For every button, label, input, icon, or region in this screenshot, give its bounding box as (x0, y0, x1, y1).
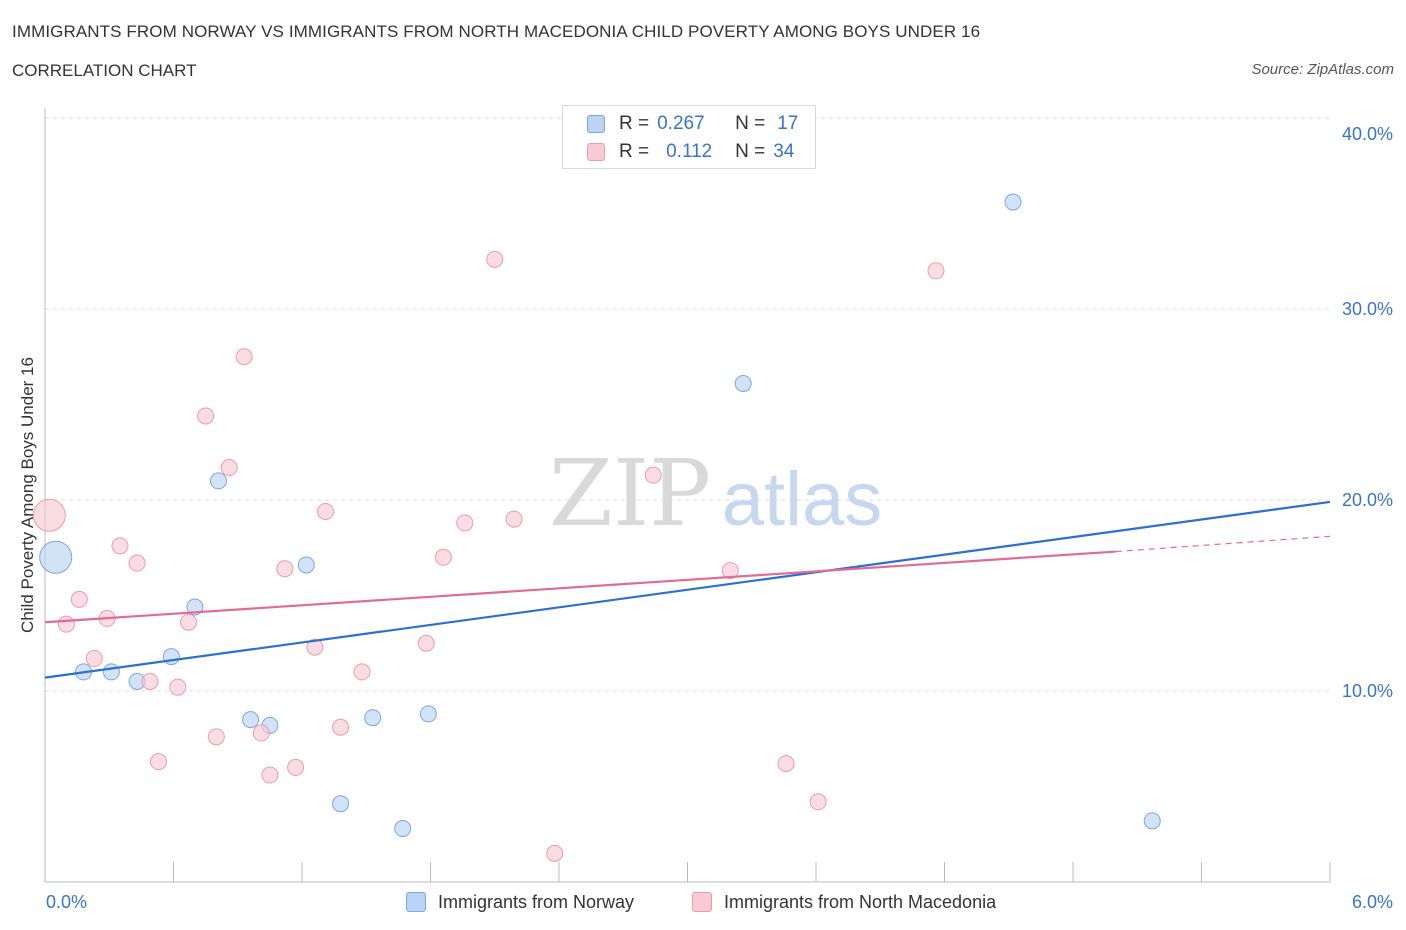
macedonia-point (70, 590, 88, 608)
y-tick-label: 20.0% (1342, 490, 1393, 510)
macedonia-point (434, 548, 452, 566)
macedonia-point (276, 560, 294, 578)
norway-point (1004, 193, 1022, 211)
macedonia-swatch (587, 143, 605, 161)
chart-title: IMMIGRANTS FROM NORWAY VS IMMIGRANTS FRO… (12, 22, 981, 41)
macedonia-point (261, 766, 279, 784)
macedonia-point (220, 459, 238, 477)
legend-n-value: 17 (777, 113, 799, 134)
norway-point (419, 705, 437, 723)
macedonia-trend-extension (1115, 535, 1331, 553)
correlation-legend: R = 0.267 N = 17 R = 0.112 N = 34 (562, 105, 816, 169)
macedonia-point (169, 678, 187, 696)
macedonia-point (809, 793, 827, 811)
macedonia-point (57, 615, 75, 633)
bottom-legend-macedonia: Immigrants from North Macedonia (692, 888, 996, 916)
legend-row-macedonia: R = 0.112 N = 34 (587, 141, 794, 163)
macedonia-point (353, 663, 371, 681)
norway-point (242, 711, 260, 729)
macedonia-point (252, 724, 270, 742)
macedonia-point (207, 728, 225, 746)
norway-point (394, 820, 412, 838)
macedonia-point (456, 514, 474, 532)
macedonia-point (332, 718, 350, 736)
macedonia-trend-line (44, 550, 1116, 624)
macedonia-point (85, 650, 103, 668)
legend-n-label: N = (735, 141, 766, 162)
macedonia-point (927, 262, 945, 280)
bottom-legend-norway: Immigrants from Norway (406, 888, 634, 916)
macedonia-point (32, 498, 66, 532)
macedonia-point (317, 502, 335, 520)
macedonia-point (505, 510, 523, 528)
y-tick-label: 30.0% (1342, 299, 1393, 319)
macedonia-point (287, 758, 305, 776)
norway-point (734, 374, 752, 392)
legend-r-value: 0.112 (666, 141, 713, 162)
axes (44, 108, 1331, 883)
macedonia-point (644, 466, 662, 484)
norway-point (102, 663, 120, 681)
watermark-zip: ZIP (549, 440, 711, 547)
trend-lines (44, 500, 1331, 679)
norway-swatch (587, 115, 605, 133)
legend-r-label: R = (619, 141, 650, 162)
macedonia-point (141, 672, 159, 690)
macedonia-point (777, 755, 795, 773)
norway-legend-label: Immigrants from Norway (438, 891, 635, 912)
macedonia-point (179, 613, 197, 631)
macedonia-point (546, 844, 564, 862)
y-tick-label: 10.0% (1342, 681, 1393, 701)
norway-point (209, 472, 227, 490)
norway-trend-line (44, 500, 1331, 679)
y-tick-label: 40.0% (1342, 124, 1393, 144)
legend-r-value: 0.267 (657, 113, 705, 134)
legend-row-norway: R = 0.267 N = 17 (587, 113, 798, 135)
macedonia-point (721, 562, 739, 580)
source-label: Source: ZipAtlas.com (1251, 61, 1394, 78)
macedonia-point (417, 634, 435, 652)
watermark-atlas: atlas (722, 457, 883, 542)
norway-point (39, 540, 73, 574)
norway-point (297, 556, 315, 574)
macedonia-legend-label: Immigrants from North Macedonia (724, 891, 997, 912)
legend-n-value: 34 (773, 141, 795, 162)
macedonia-point (235, 348, 253, 366)
macedonia-point (486, 250, 504, 268)
chart-subtitle: CORRELATION CHART (12, 61, 197, 80)
macedonia-point (128, 554, 146, 572)
norway-point (1143, 812, 1161, 830)
x-tick-label: 0.0% (46, 892, 87, 912)
norway-swatch (406, 892, 426, 912)
macedonia-point (111, 537, 129, 555)
norway-point (186, 598, 204, 616)
legend-n-label: N = (735, 113, 766, 134)
y-axis-label: Child Poverty Among Boys Under 16 (18, 357, 37, 633)
macedonia-swatch (692, 892, 712, 912)
norway-point (332, 795, 350, 813)
x-tick-label: 6.0% (1352, 892, 1393, 912)
gridlines (45, 117, 1330, 692)
macedonia-point (306, 638, 324, 656)
macedonia-point (150, 753, 168, 771)
watermark: ZIP atlas (549, 440, 882, 547)
norway-point (364, 709, 382, 727)
legend-r-label: R = (619, 113, 650, 134)
macedonia-point (197, 407, 215, 425)
tick-labels: 10.0% 20.0% 30.0% 40.0% 0.0% 6.0% (46, 124, 1393, 912)
